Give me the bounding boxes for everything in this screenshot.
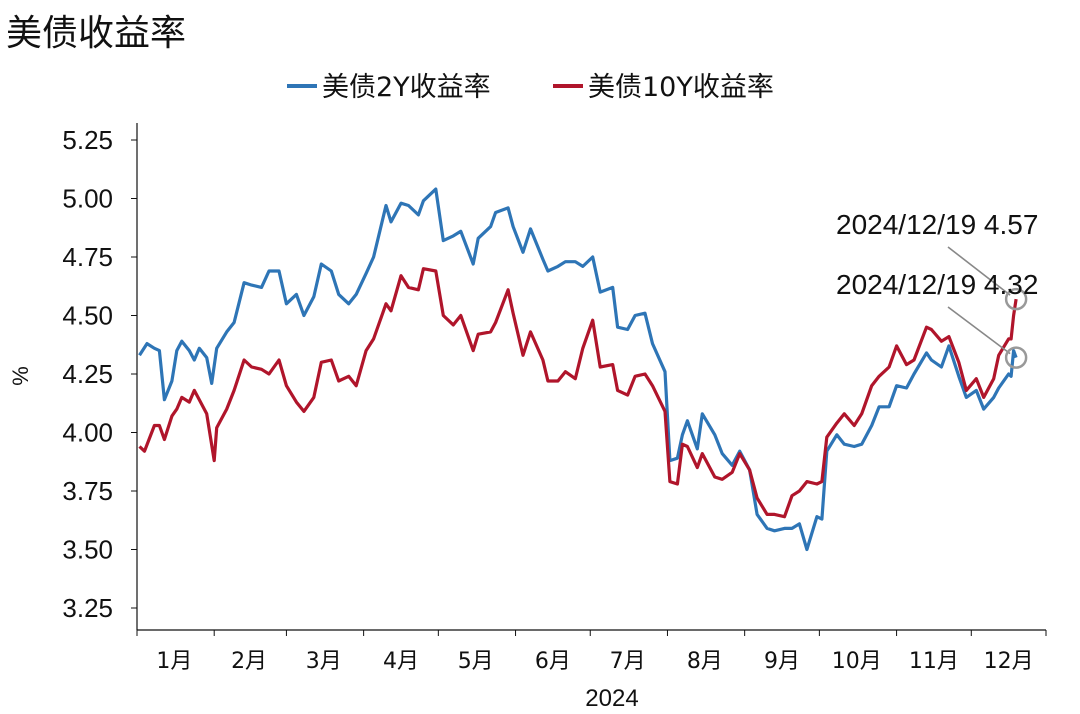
- chart-title: 美债收益率: [6, 13, 187, 54]
- annotation-marker: [1004, 287, 1028, 311]
- y-tick-label: 5.00: [62, 184, 113, 214]
- series-line-10y: [138, 267, 1018, 519]
- legend-label-10y: 美债10Y收益率: [588, 72, 774, 103]
- x-tick-label: 6月: [535, 649, 571, 674]
- x-tick-label: 10月: [832, 649, 882, 674]
- annotations: 2024/12/19 4.57 2024/12/19 4.32: [836, 209, 1038, 369]
- y-tick-label: 4.75: [62, 242, 113, 272]
- x-tick-label: 5月: [458, 649, 494, 674]
- x-tick-label: 1月: [156, 649, 192, 674]
- y-tick-label: 4.00: [62, 418, 113, 448]
- x-tick-label: 11月: [909, 649, 959, 674]
- legend-label-2y: 美债2Y收益率: [322, 72, 491, 103]
- legend: 美债2Y收益率 美债10Y收益率: [287, 72, 774, 103]
- y-tick-label: 3.50: [62, 535, 113, 565]
- x-tick-label: 3月: [306, 649, 342, 674]
- y-tick-label: 3.75: [62, 476, 113, 506]
- y-tick-label: 3.25: [62, 593, 113, 623]
- y-tick-label: 5.25: [62, 125, 113, 155]
- x-tick-label: 8月: [687, 649, 723, 674]
- x-tick-label: 4月: [383, 649, 419, 674]
- x-ticks: 1月 2月 3月 4月 5月 6月 7月 8月 9月 10月 11月 12月: [136, 630, 1047, 674]
- annotation-label: 2024/12/19 4.32: [836, 269, 1038, 300]
- x-tick-label: 2月: [231, 649, 267, 674]
- annotation-label: 2024/12/19 4.57: [836, 209, 1038, 240]
- x-tick-label: 7月: [610, 649, 646, 674]
- x-axis-label: 2024: [585, 685, 638, 712]
- y-tick-label: 4.25: [62, 359, 113, 389]
- annotation-marker: [1004, 346, 1028, 369]
- series-line-2y: [138, 187, 1018, 552]
- annotation-leader: [947, 306, 1011, 355]
- x-tick-label: 12月: [984, 649, 1034, 674]
- y-tick-label: 4.50: [62, 301, 113, 331]
- y-axis-label: %: [8, 366, 33, 386]
- y-ticks: 5.25 5.00 4.75 4.50 4.25 4.00 3.75 3.50 3.25: [62, 125, 137, 623]
- x-tick-label: 9月: [764, 649, 800, 674]
- annotation-leader: [947, 246, 1011, 296]
